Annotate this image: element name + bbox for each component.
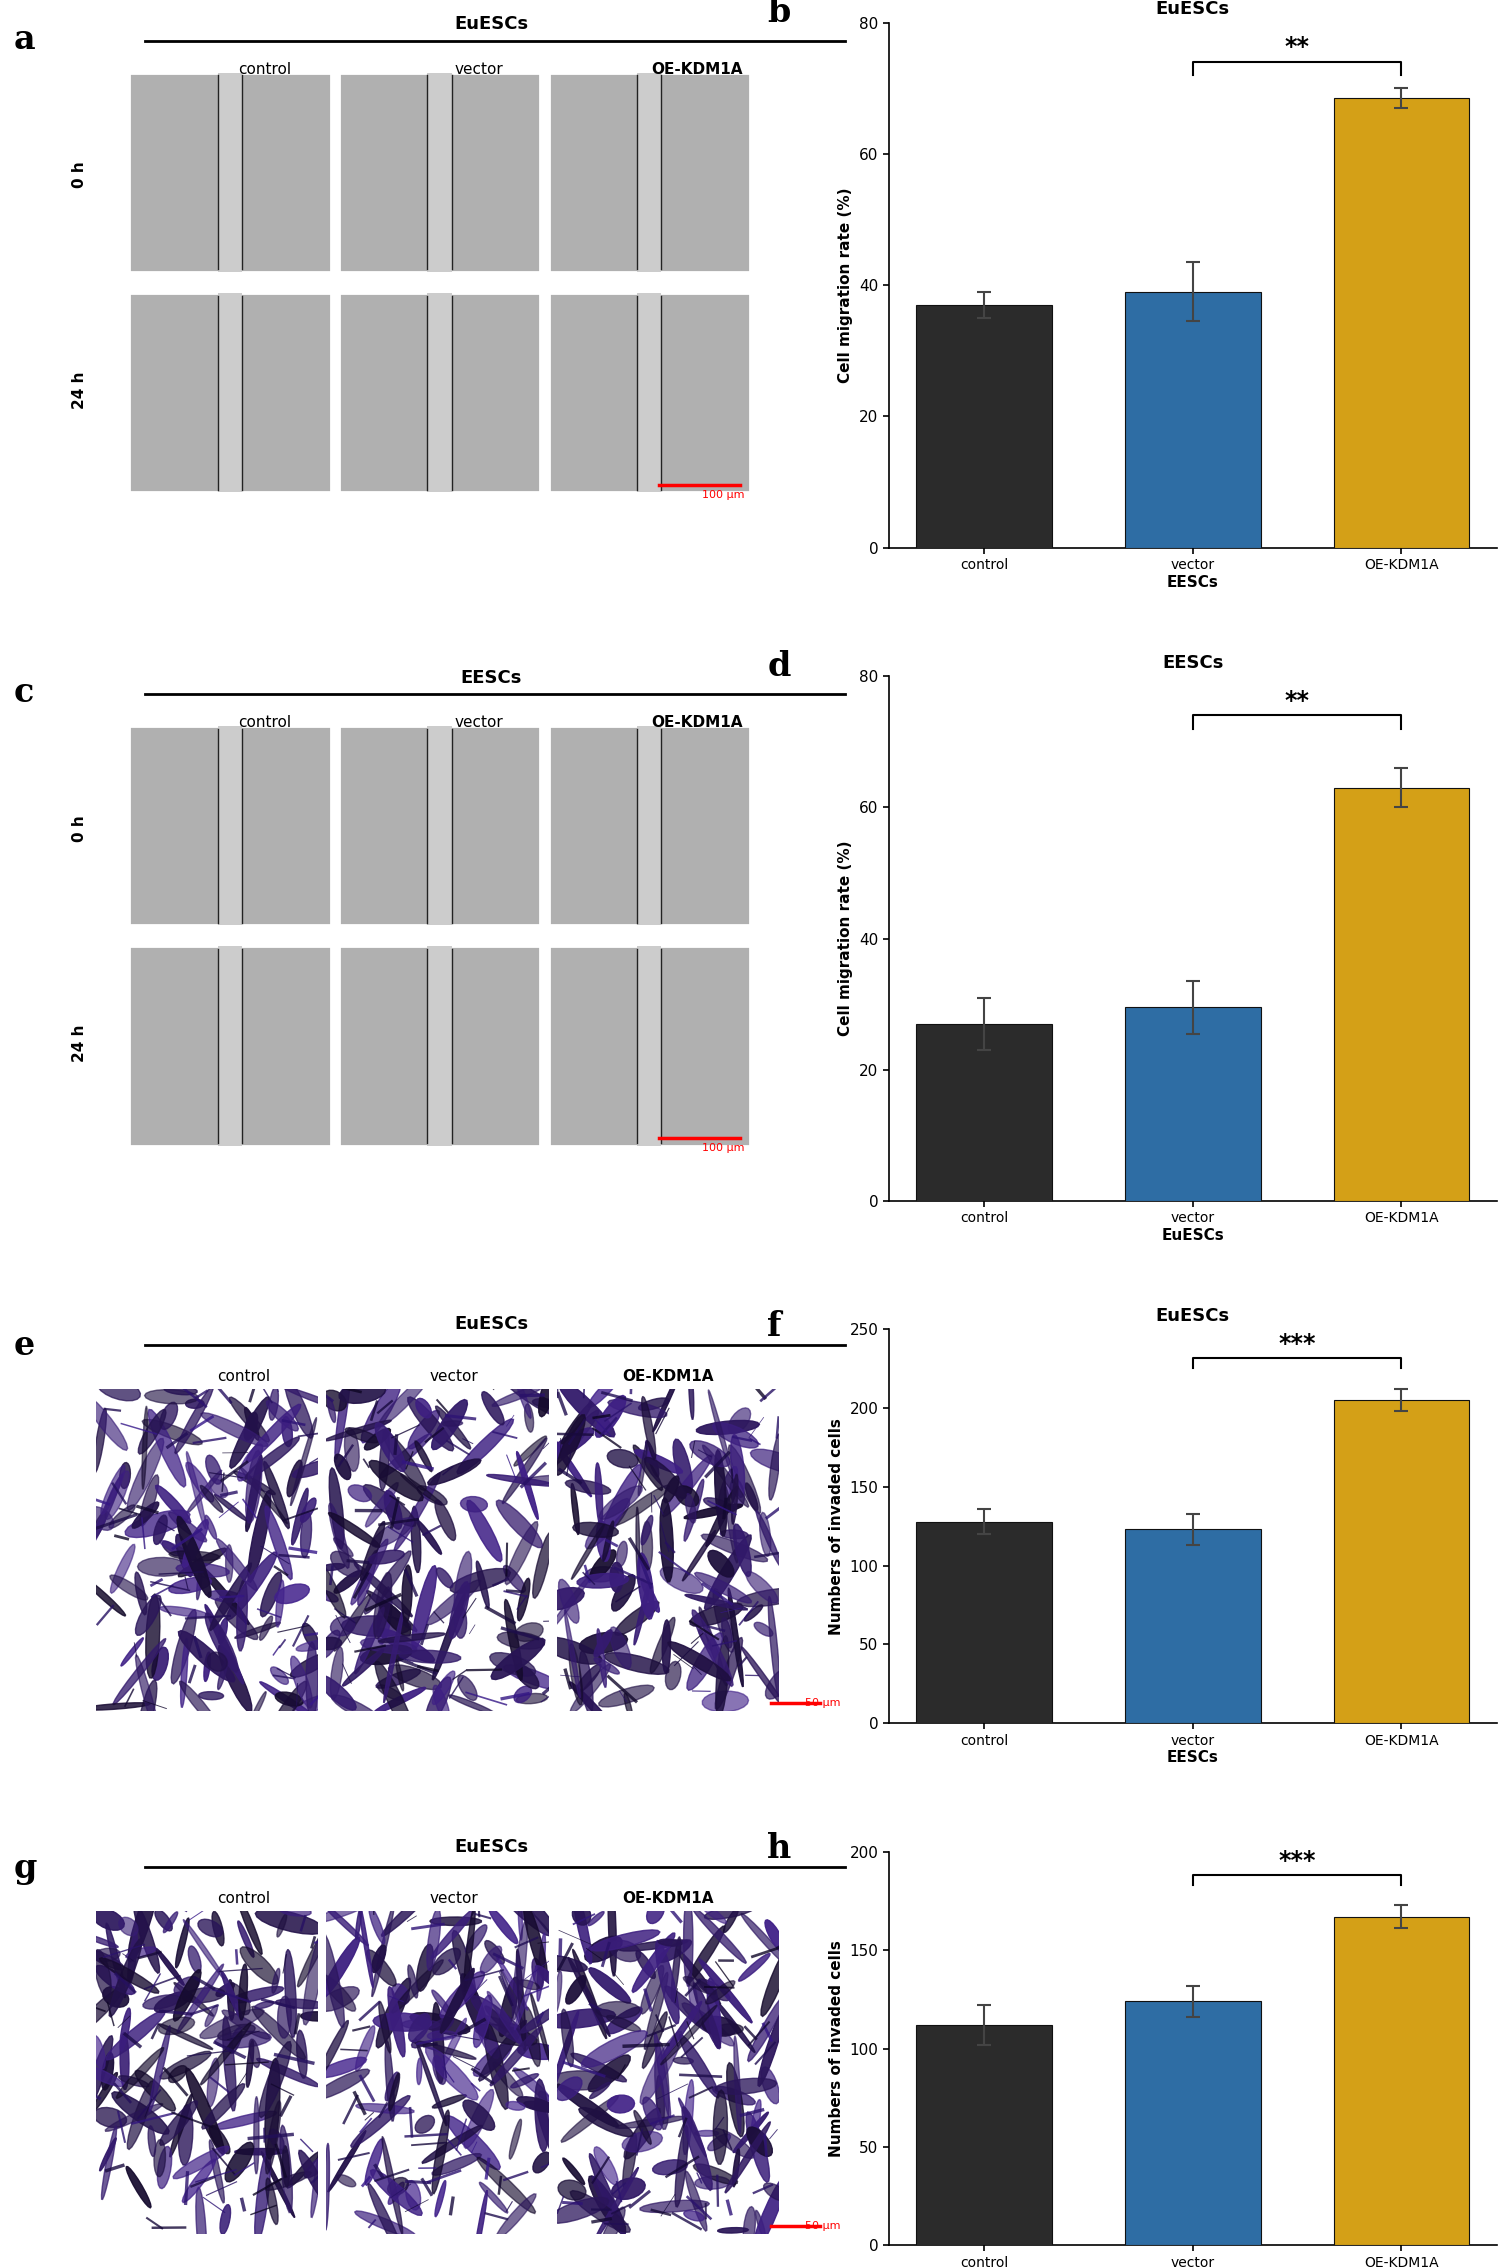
Text: a: a <box>14 23 35 57</box>
FancyBboxPatch shape <box>339 946 540 1145</box>
Bar <box>916 2025 1052 2245</box>
FancyBboxPatch shape <box>428 293 452 492</box>
Title: EuESCs: EuESCs <box>1155 1306 1229 1325</box>
Bar <box>916 304 1052 547</box>
Text: ***: *** <box>1278 1331 1315 1356</box>
Y-axis label: Numbers of invaded cells: Numbers of invaded cells <box>829 1939 844 2157</box>
X-axis label: EESCs: EESCs <box>1167 1751 1219 1765</box>
Text: 0 h: 0 h <box>73 814 88 841</box>
Text: **: ** <box>1285 689 1309 712</box>
Text: 24 h: 24 h <box>73 372 88 408</box>
FancyBboxPatch shape <box>549 73 750 272</box>
Text: 50 μm: 50 μm <box>806 1699 841 1708</box>
Bar <box>1334 1399 1470 1724</box>
Bar <box>1334 1916 1470 2245</box>
Text: EuESCs: EuESCs <box>454 1315 528 1334</box>
FancyBboxPatch shape <box>637 726 661 925</box>
FancyBboxPatch shape <box>218 73 242 272</box>
Y-axis label: Cell migration rate (%): Cell migration rate (%) <box>839 188 853 383</box>
Text: h: h <box>767 1833 791 1864</box>
Text: control: control <box>218 1892 271 1905</box>
Text: vector: vector <box>429 1892 478 1905</box>
Text: OE-KDM1A: OE-KDM1A <box>621 1892 714 1905</box>
Bar <box>916 1522 1052 1724</box>
Title: EESCs: EESCs <box>1163 653 1223 671</box>
FancyBboxPatch shape <box>218 946 242 1145</box>
Text: EESCs: EESCs <box>460 669 522 687</box>
FancyBboxPatch shape <box>339 293 540 492</box>
FancyBboxPatch shape <box>218 293 242 492</box>
Title: EuESCs: EuESCs <box>1155 0 1229 18</box>
FancyBboxPatch shape <box>428 946 452 1145</box>
Text: control: control <box>239 61 292 77</box>
Text: g: g <box>14 1851 38 1885</box>
Text: vector: vector <box>454 714 503 730</box>
Text: 50 μm: 50 μm <box>806 2220 841 2232</box>
Text: f: f <box>767 1311 782 1343</box>
Text: OE-KDM1A: OE-KDM1A <box>652 714 742 730</box>
FancyBboxPatch shape <box>549 946 750 1145</box>
FancyBboxPatch shape <box>129 946 331 1145</box>
Text: control: control <box>239 714 292 730</box>
Bar <box>1125 2000 1261 2245</box>
Bar <box>916 1023 1052 1202</box>
Text: vector: vector <box>429 1370 478 1383</box>
Text: 0 h: 0 h <box>73 161 88 188</box>
FancyBboxPatch shape <box>637 293 661 492</box>
FancyBboxPatch shape <box>637 946 661 1145</box>
FancyBboxPatch shape <box>637 73 661 272</box>
Text: OE-KDM1A: OE-KDM1A <box>652 61 742 77</box>
Text: d: d <box>767 651 791 683</box>
FancyBboxPatch shape <box>428 73 452 272</box>
FancyBboxPatch shape <box>428 726 452 925</box>
Text: 100 μm: 100 μm <box>702 490 744 499</box>
Bar <box>1334 787 1470 1202</box>
FancyBboxPatch shape <box>339 73 540 272</box>
Text: b: b <box>767 0 791 29</box>
X-axis label: EESCs: EESCs <box>1167 574 1219 590</box>
Text: EuESCs: EuESCs <box>454 16 528 34</box>
Bar <box>1125 1007 1261 1202</box>
Text: ***: *** <box>1278 1848 1315 1873</box>
Text: c: c <box>14 676 35 710</box>
Text: 100 μm: 100 μm <box>702 1143 744 1152</box>
Text: 24 h: 24 h <box>73 1025 88 1061</box>
FancyBboxPatch shape <box>129 73 331 272</box>
Text: control: control <box>218 1370 271 1383</box>
FancyBboxPatch shape <box>129 293 331 492</box>
FancyBboxPatch shape <box>218 726 242 925</box>
Text: e: e <box>14 1329 35 1363</box>
Y-axis label: Numbers of invaded cells: Numbers of invaded cells <box>829 1418 844 1635</box>
Text: OE-KDM1A: OE-KDM1A <box>621 1370 714 1383</box>
Bar <box>1334 98 1470 547</box>
X-axis label: EuESCs: EuESCs <box>1161 1227 1225 1243</box>
Bar <box>1125 293 1261 547</box>
FancyBboxPatch shape <box>129 726 331 925</box>
Text: EuESCs: EuESCs <box>454 1837 528 1855</box>
FancyBboxPatch shape <box>549 726 750 925</box>
FancyBboxPatch shape <box>549 293 750 492</box>
FancyBboxPatch shape <box>339 726 540 925</box>
Text: vector: vector <box>454 61 503 77</box>
Text: **: ** <box>1285 36 1309 59</box>
Bar <box>1125 1529 1261 1724</box>
Y-axis label: Cell migration rate (%): Cell migration rate (%) <box>839 841 853 1036</box>
